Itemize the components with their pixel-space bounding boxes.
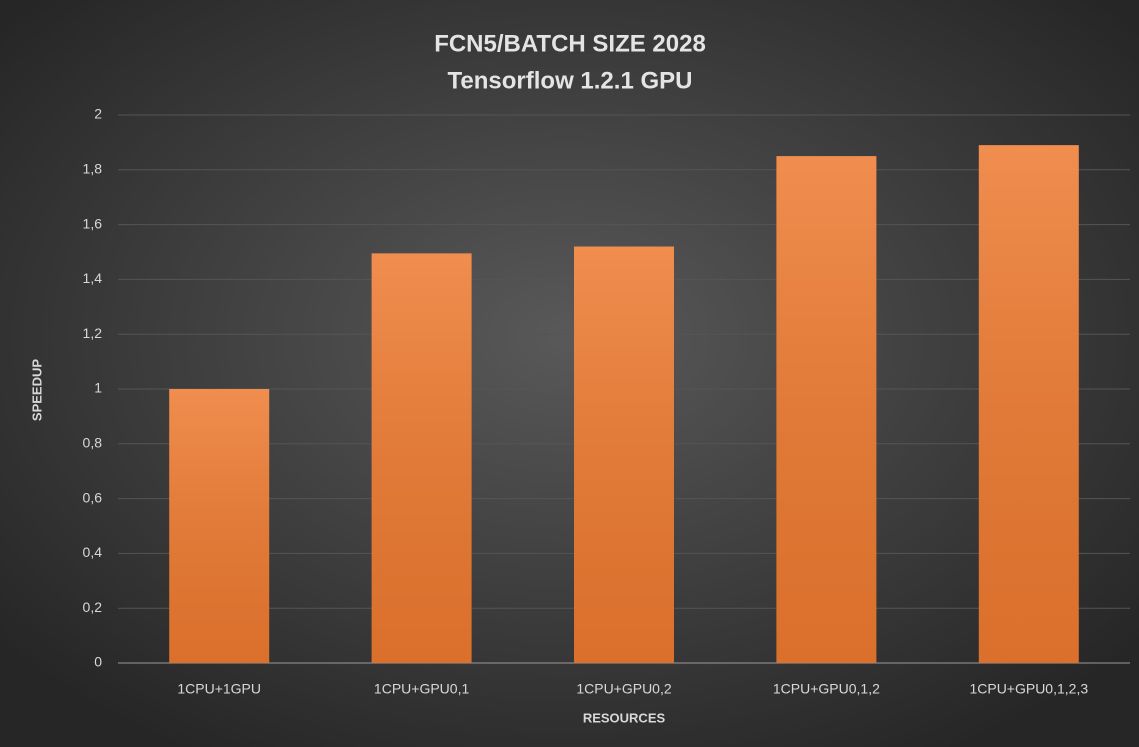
y-tick-label: 1,6: [83, 215, 103, 231]
y-axis-title: SPEEDUP: [29, 359, 44, 421]
x-tick-label: 1CPU+GPU0,1,2,3: [969, 681, 1088, 697]
y-tick-label: 1,2: [83, 325, 103, 341]
chart-title: FCN5/BATCH SIZE 2028: [434, 30, 706, 57]
y-tick-label: 2: [94, 106, 102, 122]
y-tick-label: 0,2: [83, 599, 103, 615]
bar: [169, 389, 270, 663]
x-tick-label: 1CPU+GPU0,1: [374, 681, 470, 697]
bar: [978, 145, 1079, 663]
x-tick-label: 1CPU+GPU0,2: [576, 681, 672, 697]
bar: [574, 246, 674, 663]
bar: [371, 253, 472, 663]
y-tick-label: 0,6: [83, 489, 103, 505]
x-axis-title: RESOURCES: [583, 710, 666, 725]
x-tick-label: 1CPU+GPU0,1,2: [773, 681, 880, 697]
bar: [776, 156, 877, 663]
y-tick-label: 0: [94, 654, 102, 670]
y-tick-label: 1,8: [83, 161, 103, 177]
y-tick-label: 0,4: [83, 544, 103, 560]
chart-subtitle: Tensorflow 1.2.1 GPU: [448, 67, 693, 94]
y-tick-label: 1,4: [83, 270, 103, 286]
y-tick-label: 1: [94, 380, 102, 396]
y-tick-label: 0,8: [83, 435, 103, 451]
x-tick-label: 1CPU+1GPU: [177, 681, 261, 697]
